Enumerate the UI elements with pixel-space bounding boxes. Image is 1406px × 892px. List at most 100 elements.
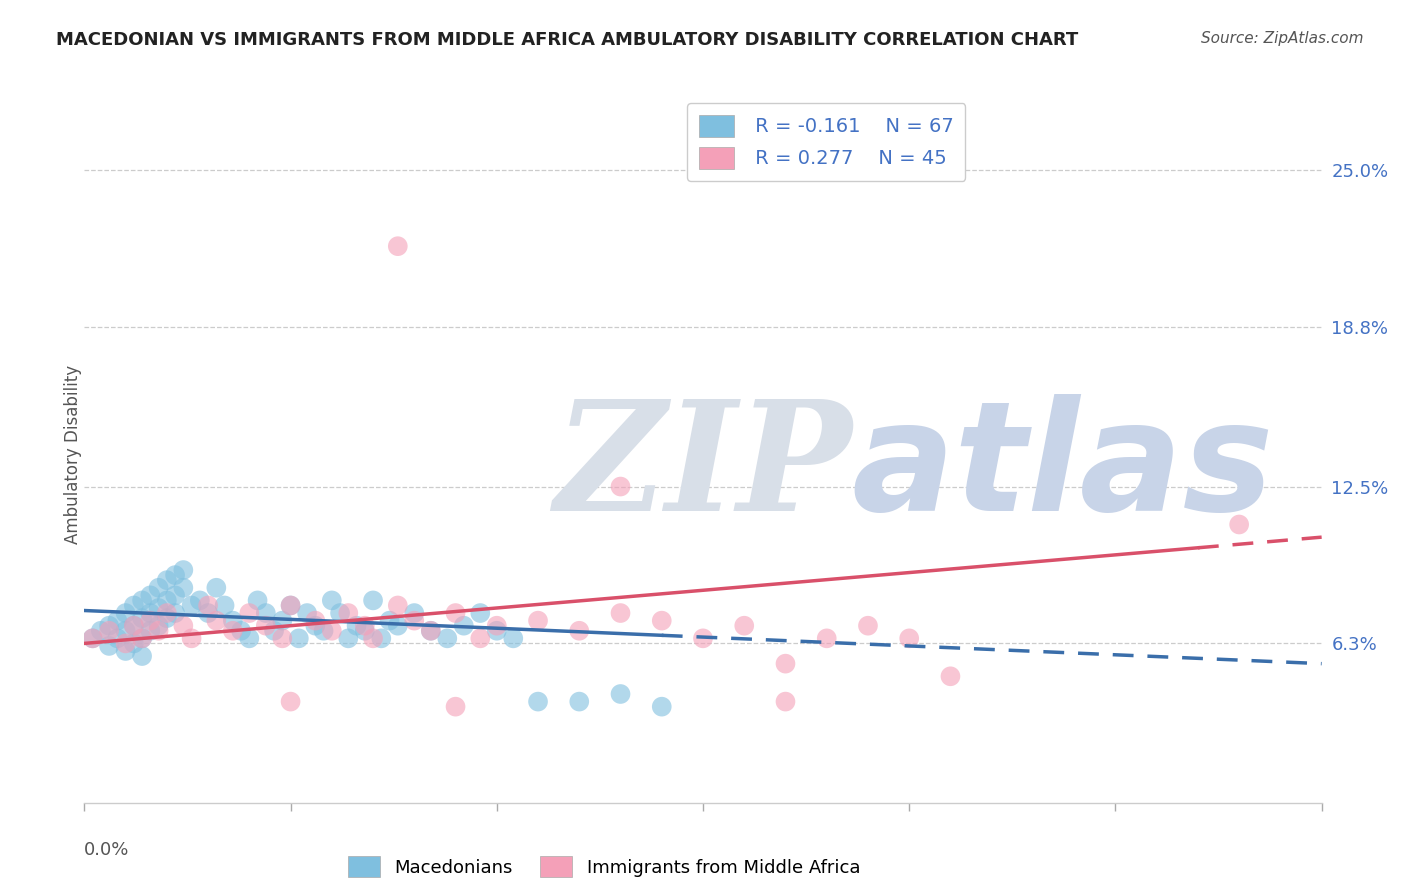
Point xyxy=(280,599,302,613)
Point xyxy=(90,624,112,638)
Point xyxy=(419,624,441,638)
Point xyxy=(288,632,311,646)
Point xyxy=(312,624,335,638)
Point xyxy=(470,632,492,646)
Point xyxy=(131,593,153,607)
Point xyxy=(304,618,326,632)
Point xyxy=(139,614,162,628)
Point xyxy=(353,624,375,638)
Point xyxy=(98,624,121,638)
Point xyxy=(856,618,879,632)
Point xyxy=(568,695,591,709)
Point xyxy=(1227,517,1250,532)
Point xyxy=(238,632,260,646)
Point xyxy=(692,632,714,646)
Point xyxy=(156,593,179,607)
Point xyxy=(485,618,508,632)
Point xyxy=(280,695,302,709)
Point xyxy=(82,632,104,646)
Point xyxy=(378,614,401,628)
Point xyxy=(98,618,121,632)
Point xyxy=(568,624,591,638)
Point xyxy=(165,588,187,602)
Point xyxy=(197,606,219,620)
Point xyxy=(131,632,153,646)
Point xyxy=(444,606,467,620)
Legend: Macedonians, Immigrants from Middle Africa: Macedonians, Immigrants from Middle Afri… xyxy=(340,849,868,884)
Point xyxy=(651,614,673,628)
Point xyxy=(609,687,631,701)
Point xyxy=(295,606,318,620)
Point xyxy=(214,599,236,613)
Point xyxy=(346,618,368,632)
Point xyxy=(651,699,673,714)
Point xyxy=(156,611,179,625)
Point xyxy=(180,599,202,613)
Point xyxy=(304,614,326,628)
Point xyxy=(114,636,136,650)
Point xyxy=(387,618,409,632)
Point xyxy=(122,636,145,650)
Point xyxy=(280,599,302,613)
Point xyxy=(172,581,194,595)
Point xyxy=(527,695,550,709)
Point xyxy=(148,624,170,638)
Point xyxy=(321,593,343,607)
Point xyxy=(131,632,153,646)
Point xyxy=(222,624,245,638)
Point xyxy=(114,624,136,638)
Point xyxy=(148,618,170,632)
Point xyxy=(337,632,360,646)
Point xyxy=(197,599,219,613)
Point xyxy=(105,614,128,628)
Point xyxy=(229,624,252,638)
Point xyxy=(361,632,384,646)
Point xyxy=(139,588,162,602)
Point xyxy=(165,606,187,620)
Point xyxy=(815,632,838,646)
Point xyxy=(419,624,441,638)
Point xyxy=(370,632,392,646)
Point xyxy=(271,632,294,646)
Point xyxy=(263,624,285,638)
Point xyxy=(131,611,153,625)
Point xyxy=(114,644,136,658)
Point xyxy=(122,618,145,632)
Text: MACEDONIAN VS IMMIGRANTS FROM MIDDLE AFRICA AMBULATORY DISABILITY CORRELATION CH: MACEDONIAN VS IMMIGRANTS FROM MIDDLE AFR… xyxy=(56,31,1078,49)
Point xyxy=(404,614,426,628)
Point xyxy=(205,614,228,628)
Point xyxy=(527,614,550,628)
Point xyxy=(453,618,475,632)
Point xyxy=(733,618,755,632)
Point xyxy=(254,618,277,632)
Point xyxy=(353,618,375,632)
Point xyxy=(485,624,508,638)
Point xyxy=(404,606,426,620)
Text: ZIP: ZIP xyxy=(554,394,852,543)
Point xyxy=(131,648,153,663)
Text: atlas: atlas xyxy=(852,394,1274,543)
Point xyxy=(387,239,409,253)
Point xyxy=(156,573,179,587)
Point xyxy=(238,606,260,620)
Point xyxy=(502,632,524,646)
Point xyxy=(98,639,121,653)
Point xyxy=(271,614,294,628)
Point xyxy=(609,606,631,620)
Point xyxy=(82,632,104,646)
Y-axis label: Ambulatory Disability: Ambulatory Disability xyxy=(65,366,82,544)
Point xyxy=(188,593,211,607)
Point xyxy=(105,632,128,646)
Point xyxy=(470,606,492,620)
Point xyxy=(148,601,170,615)
Point xyxy=(329,606,352,620)
Point xyxy=(139,624,162,638)
Point xyxy=(775,695,797,709)
Point xyxy=(246,593,269,607)
Point xyxy=(222,614,245,628)
Point xyxy=(337,606,360,620)
Point xyxy=(172,563,194,577)
Point xyxy=(898,632,921,646)
Text: Source: ZipAtlas.com: Source: ZipAtlas.com xyxy=(1201,31,1364,46)
Point xyxy=(361,593,384,607)
